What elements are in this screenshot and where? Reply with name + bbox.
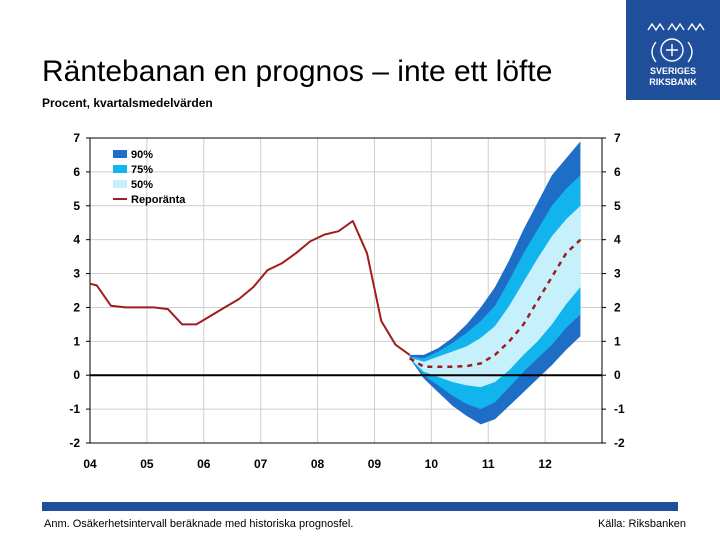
- y-tick-label-right: 3: [614, 267, 621, 281]
- x-tick-label: 12: [538, 457, 552, 471]
- crown-icon: [647, 22, 705, 32]
- x-tick-label: 11: [482, 457, 495, 471]
- x-tick-label: 07: [254, 457, 268, 471]
- emblem-icon: [651, 38, 693, 63]
- x-tick-label: 05: [140, 457, 154, 471]
- y-tick-label-left: 4: [73, 233, 80, 247]
- y-tick-label-left: 2: [73, 300, 80, 314]
- forecast-line: [409, 238, 582, 369]
- y-tick-label-left: 0: [73, 368, 80, 382]
- y-tick-label-right: 5: [614, 199, 621, 213]
- x-tick-label: 08: [311, 457, 325, 471]
- legend-label: 90%: [131, 149, 153, 161]
- legend-swatch: [113, 150, 127, 158]
- y-tick-label-left: -1: [69, 402, 80, 416]
- logo-line1: SVERIGES: [650, 66, 696, 76]
- source-note: Källa: Riksbanken: [597, 518, 686, 530]
- page-title: Räntebanan en prognos – inte ett löfte: [42, 55, 553, 88]
- legend-label: Reporänta: [131, 194, 186, 206]
- plot-frame: [89, 137, 603, 444]
- x-tick-label: 09: [368, 457, 382, 471]
- y-tick-label-right: 1: [614, 334, 621, 348]
- y-tick-label-left: 6: [73, 165, 80, 179]
- repo-rate-line: [89, 220, 411, 356]
- y-tick-label-left: 7: [73, 131, 80, 145]
- x-tick-label: 10: [425, 457, 439, 471]
- y-tick-label-right: 4: [614, 233, 621, 247]
- x-tick-label: 04: [83, 457, 97, 471]
- x-tick-label: 06: [197, 457, 211, 471]
- legend-swatch: [113, 165, 127, 173]
- y-tick-label-right: -2: [614, 436, 625, 450]
- y-tick-label-left: 1: [73, 334, 80, 348]
- chart-subtitle: Procent, kvartalsmedelvärden: [42, 96, 213, 110]
- logo-line2: RIKSBANK: [649, 77, 697, 87]
- y-tick-label-right: 6: [614, 165, 621, 179]
- legend-label: 75%: [131, 164, 153, 176]
- footnote: Anm. Osäkerhetsintervall beräknade med h…: [44, 518, 354, 530]
- y-tick-label-right: 0: [614, 368, 621, 382]
- y-tick-label-left: 3: [73, 267, 80, 281]
- y-tick-label-left: 5: [73, 199, 80, 213]
- interest-rate-forecast-chart: -2 -2-1 -10 01 12 23 34 45 56 67 704 05 06 07 08 09 10 11…: [69, 131, 625, 471]
- uncertainty-band-75pct: [409, 175, 581, 410]
- y-tick-label-left: -2: [69, 436, 80, 450]
- y-tick-label-right: 2: [614, 300, 621, 314]
- footer-bar: [42, 502, 678, 511]
- legend-swatch: [113, 180, 127, 188]
- y-tick-label-right: -1: [614, 402, 625, 416]
- legend-label: 50%: [131, 179, 153, 191]
- riksbank-logo: SVERIGES RIKSBANK: [626, 0, 720, 100]
- y-tick-label-right: 7: [614, 131, 621, 145]
- uncertainty-band-50pct: [409, 205, 581, 388]
